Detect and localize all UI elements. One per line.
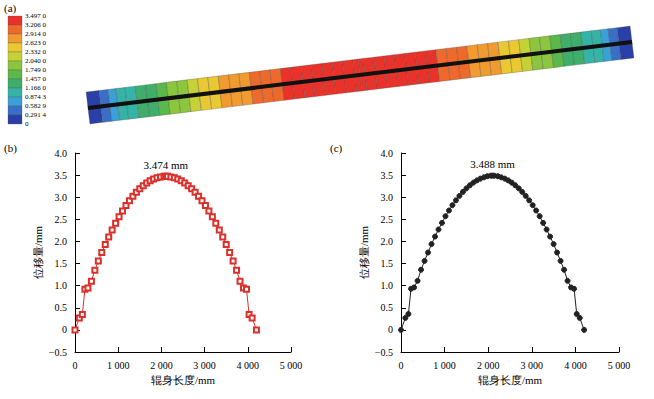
svg-text:1.0: 1.0 [55, 280, 68, 291]
svg-text:0: 0 [388, 324, 393, 335]
svg-text:2.332 0: 2.332 0 [25, 48, 47, 56]
svg-text:(c): (c) [330, 142, 343, 155]
svg-text:2.914 0: 2.914 0 [25, 30, 47, 38]
svg-text:0: 0 [73, 360, 78, 371]
svg-text:辊身长度/mm: 辊身长度/mm [151, 374, 216, 386]
svg-text:4.0: 4.0 [381, 148, 394, 159]
svg-text:4 000: 4 000 [564, 360, 587, 371]
svg-text:0.5: 0.5 [55, 302, 68, 313]
svg-text:0.874 3: 0.874 3 [25, 93, 47, 101]
svg-text:1.749 0: 1.749 0 [25, 66, 47, 74]
svg-text:3.497 0: 3.497 0 [25, 12, 47, 20]
svg-text:0: 0 [25, 120, 29, 128]
svg-text:5 000: 5 000 [608, 360, 631, 371]
svg-text:−0.5: −0.5 [375, 347, 393, 358]
svg-text:2.623 0: 2.623 0 [25, 39, 47, 47]
svg-text:3.5: 3.5 [381, 170, 394, 181]
svg-text:1.5: 1.5 [55, 258, 68, 269]
svg-text:2.0: 2.0 [381, 236, 394, 247]
svg-text:3.0: 3.0 [55, 192, 68, 203]
svg-text:−0.5: −0.5 [49, 347, 67, 358]
svg-text:4 000: 4 000 [237, 360, 259, 371]
svg-text:1 000: 1 000 [433, 360, 456, 371]
svg-text:0.582 9: 0.582 9 [25, 102, 47, 110]
svg-text:(b): (b) [4, 142, 17, 155]
svg-text:位移量/mm: 位移量/mm [32, 225, 44, 279]
svg-text:2 000: 2 000 [150, 360, 173, 371]
svg-text:2.5: 2.5 [55, 214, 68, 225]
svg-text:0: 0 [62, 324, 67, 335]
svg-text:3.474 mm: 3.474 mm [143, 159, 188, 171]
svg-text:3.206 0: 3.206 0 [25, 21, 47, 29]
svg-text:0.291 4: 0.291 4 [25, 111, 47, 119]
svg-text:2.0: 2.0 [55, 236, 68, 247]
svg-text:3.5: 3.5 [55, 170, 68, 181]
svg-text:1.5: 1.5 [381, 258, 394, 269]
svg-text:4.0: 4.0 [55, 148, 68, 159]
svg-text:0: 0 [399, 360, 404, 371]
svg-text:1 000: 1 000 [107, 360, 130, 371]
svg-text:1.0: 1.0 [381, 280, 394, 291]
svg-text:1.457 0: 1.457 0 [25, 75, 47, 83]
svg-text:2 000: 2 000 [477, 360, 500, 371]
svg-text:(a): (a) [4, 2, 17, 15]
svg-text:3.488 mm: 3.488 mm [470, 158, 515, 170]
svg-text:2.5: 2.5 [381, 214, 394, 225]
svg-text:2.040 0: 2.040 0 [25, 57, 47, 65]
svg-text:0.5: 0.5 [381, 302, 394, 313]
svg-text:1.166 0: 1.166 0 [25, 84, 47, 92]
svg-text:3 000: 3 000 [521, 360, 544, 371]
svg-text:3 000: 3 000 [193, 360, 216, 371]
svg-text:辊身长度/mm: 辊身长度/mm [478, 374, 543, 386]
svg-text:5 000: 5 000 [280, 360, 303, 371]
svg-text:位移量/mm: 位移量/mm [358, 225, 370, 279]
svg-text:3.0: 3.0 [381, 192, 394, 203]
